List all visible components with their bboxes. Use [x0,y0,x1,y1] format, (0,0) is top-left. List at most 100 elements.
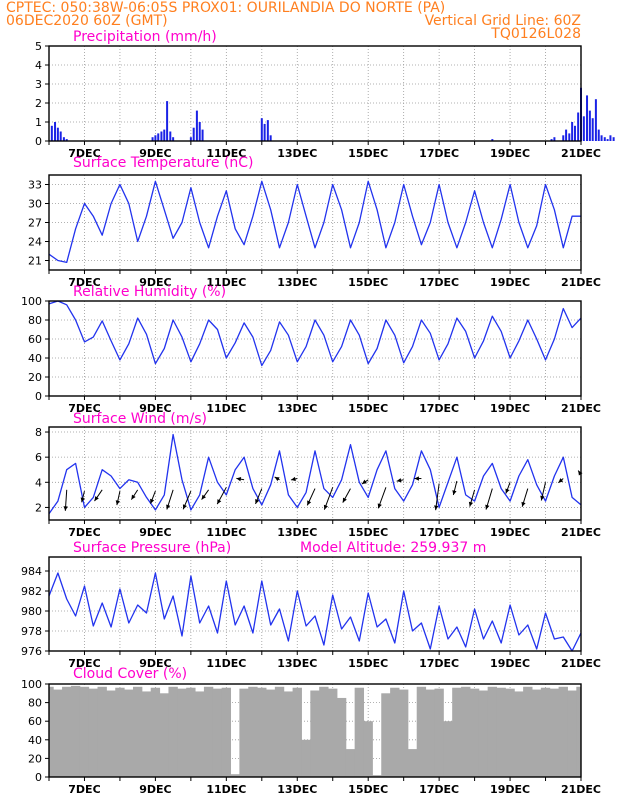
wind-arrowhead [150,498,155,504]
humidity-xtick-label: 13DEC [277,402,317,415]
precip-bar [609,135,612,141]
temperature-xtick-label: 19DEC [490,276,530,289]
precip-bar [195,110,198,141]
cloud-bar [425,689,435,777]
precipitation-ytick-label: 2 [35,97,42,110]
cloud-bar [274,686,285,777]
cloud-bar [53,689,63,777]
pressure-xtick-label: 9DEC [139,657,171,670]
temperature-ytick-label: 30 [28,198,42,211]
precip-bar [189,137,192,141]
wind-xtick-label: 9DEC [139,526,171,539]
humidity-ytick-label: 20 [28,371,42,384]
cloud-bar [567,690,577,777]
cloud-frame [48,683,582,778]
humidity-xtick-label: 21DEC [561,402,601,415]
precip-bar [612,137,615,141]
temperature-xtick-label: 13DEC [277,276,317,289]
wind-arrowhead [63,506,68,511]
precip-bar [591,118,594,141]
cloud-bar [124,689,134,777]
precip-bar [597,129,600,141]
cloud-bar [265,689,276,777]
precip-bar [260,118,263,141]
temperature-ytick-label: 24 [28,236,42,249]
wind-arrowhead [274,476,280,482]
pressure-xtick-label: 11DEC [206,657,246,670]
cloud-bar [301,739,311,777]
precipitation-xtick-label: 7DEC [68,147,100,160]
cloud-bar [398,689,409,777]
wind-xtick-label: 13DEC [277,526,317,539]
temperature-xtick-label: 17DEC [419,276,459,289]
cloud-bar [239,688,249,777]
wind-arrowhead [94,496,99,502]
cloud-bar [540,687,551,777]
wind-arrowhead [217,499,222,505]
cloud-bar [345,749,356,777]
wind-arrowhead [540,495,545,501]
cloud-bar [505,688,515,777]
precip-bar [582,116,585,141]
humidity-xtick-label: 15DEC [348,402,388,415]
precip-bar [588,110,591,141]
cloud-bar [336,697,347,777]
pressure-ytick-label: 976 [21,645,42,658]
precipitation-xtick-label: 19DEC [490,147,530,160]
pressure-ytick-label: 982 [21,585,42,598]
wind-arrowhead [342,497,347,503]
precip-bar [568,133,571,141]
cloud-title: Cloud Cover (%) [73,666,187,682]
precip-bar [54,122,57,141]
wind-arrowhead [307,500,312,506]
wind-xtick-label: 7DEC [68,526,100,539]
humidity-ytick-label: 0 [35,390,42,403]
pressure-xtick-label: 13DEC [277,657,317,670]
cloud-xtick-label: 19DEC [490,783,530,796]
humidity-xtick-label: 19DEC [490,402,530,415]
pressure-xtick-label: 7DEC [68,657,100,670]
wind-arrowhead [505,488,510,494]
precipitation-title: Precipitation (mm/h) [73,29,217,45]
pressure-xtick-label: 19DEC [490,657,530,670]
precip-bar [573,125,576,141]
cloud-bar [88,688,99,777]
wind-line [48,433,582,515]
pressure-ytick-label: 984 [21,565,42,578]
wind-ytick-label: 4 [35,476,42,489]
cloud-bar [496,687,506,777]
temperature-xtick-label: 11DEC [206,276,246,289]
wind-xtick-label: 19DEC [490,526,530,539]
pressure-ytick-label: 978 [21,625,42,638]
precipitation-xtick-label: 17DEC [419,147,459,160]
wind-xtick-label: 15DEC [348,526,388,539]
wind-arrowhead [558,478,564,483]
precip-bar [157,133,160,141]
precipitation-ytick-label: 4 [35,59,42,72]
wind-arrowhead [255,498,260,504]
temperature-ytick-label: 21 [28,255,42,268]
pressure-xtick-label: 21DEC [561,657,601,670]
cloud-ytick-label: 20 [28,752,42,765]
cloud-xtick-label: 9DEC [139,783,171,796]
precip-bar [269,135,272,141]
cloud-bar [558,686,568,777]
cloud-bar [434,688,444,777]
precip-bar [553,137,556,141]
cloud-bar [319,686,329,777]
precip-bar [163,129,166,141]
cloud-bar [372,775,382,777]
wind-ytick-label: 2 [35,501,42,514]
temperature-title: Surface Temperature (nC) [73,155,254,171]
precip-bar [571,122,574,141]
cloud-bar [168,686,178,777]
precip-bar [586,95,589,141]
wind-xtick-label: 21DEC [561,526,601,539]
cloud-bar [177,688,187,777]
wind-arrowhead [80,497,85,503]
cloud-bar [452,687,462,777]
pressure-frame [48,556,582,652]
wind-arrowhead [201,494,206,500]
humidity-ytick-label: 100 [21,295,42,308]
cloud-bar [576,686,581,777]
